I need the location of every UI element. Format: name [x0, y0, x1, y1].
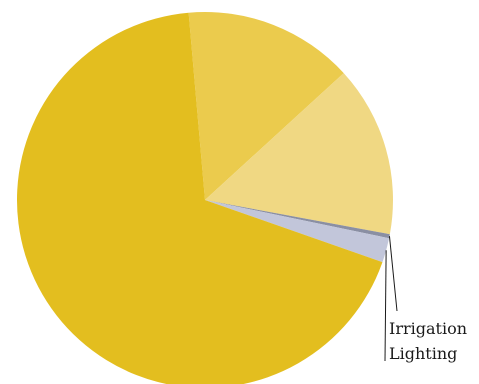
leader-lines	[384, 236, 398, 362]
leader-line-irrigation	[388, 236, 398, 312]
pie-slice-irrigation	[205, 200, 390, 239]
pie-slice-lighting	[205, 200, 390, 263]
pie-slice-4	[17, 12, 383, 384]
slice-label-lighting: Lighting	[389, 344, 457, 363]
pie-slices	[17, 12, 393, 384]
slice-label-irrigation: Irrigation	[389, 319, 467, 338]
pie-slice-1	[205, 73, 393, 235]
leader-line-lighting	[384, 250, 387, 362]
pie-slice-0	[188, 12, 344, 201]
